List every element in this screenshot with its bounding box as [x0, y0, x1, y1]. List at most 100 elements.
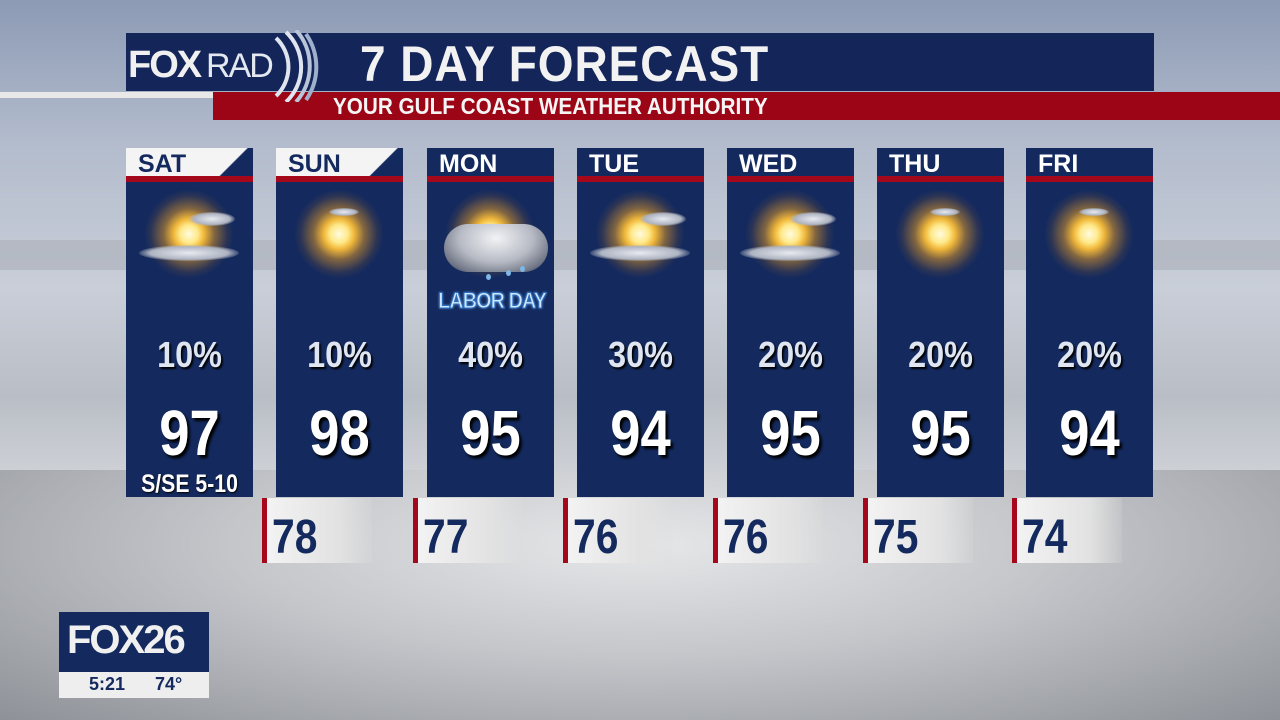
day-column-thu: THU 20% 95: [877, 148, 1004, 497]
divider: [126, 176, 253, 182]
sun-icon: [144, 189, 234, 279]
precip-chance: 20%: [908, 334, 973, 375]
low-temperature: 75: [873, 511, 919, 564]
station-bug: FOX26 5:21 74°: [59, 612, 209, 698]
cloud-icon: [790, 212, 836, 226]
sun-icon: [1044, 189, 1134, 279]
subtitle-bar: [213, 92, 1280, 120]
high-temperature: 95: [910, 397, 971, 469]
day-header: THU: [877, 148, 1004, 178]
divider: [427, 176, 554, 182]
sun-icon: [595, 189, 685, 279]
low-temperature-box: 77: [413, 498, 523, 564]
day-column-fri: FRI 20% 94: [1026, 148, 1153, 497]
low-temperature: 76: [573, 511, 619, 564]
low-temperature: 74: [1022, 511, 1068, 564]
accent-line: [0, 92, 213, 98]
logo-fox-text: FOX: [128, 44, 202, 86]
day-column-wed: WED 20% 95: [727, 148, 854, 497]
day-header: MON: [427, 148, 554, 178]
high-temperature: 97: [159, 397, 220, 469]
low-accent-bar: [713, 498, 718, 563]
precip-chance: 20%: [1057, 334, 1122, 375]
page-title: 7 DAY FORECAST: [360, 36, 770, 92]
day-header: SUN: [276, 148, 403, 178]
cloud-icon: [139, 245, 239, 261]
raindrop-icon: [486, 274, 491, 280]
precip-chance: 10%: [157, 334, 222, 375]
day-column-sun: SUN 10% 98: [276, 148, 403, 497]
day-column-mon: MON LABOR DAY 40% 95: [427, 148, 554, 497]
day-name: SUN: [288, 150, 341, 178]
precip-chance: 30%: [608, 334, 673, 375]
station-name: FOX26: [67, 618, 186, 662]
low-accent-bar: [413, 498, 418, 563]
sun-icon: [745, 189, 835, 279]
high-temperature: 95: [760, 397, 821, 469]
cloud-icon: [590, 245, 690, 261]
day-column-tue: TUE 30% 94: [577, 148, 704, 497]
day-name: WED: [739, 150, 798, 178]
low-temperature: 78: [272, 511, 318, 564]
raindrop-icon: [520, 266, 525, 272]
cloud-icon: [329, 208, 359, 216]
low-temperature-box: 76: [563, 498, 673, 564]
day-header: FRI: [1026, 148, 1153, 178]
logo-rad-text: RAD: [206, 47, 274, 85]
precip-chance: 20%: [758, 334, 823, 375]
divider: [276, 176, 403, 182]
current-temperature: 74°: [155, 674, 183, 694]
holiday-label: LABOR DAY: [438, 288, 548, 314]
precip-chance: 40%: [458, 334, 523, 375]
sun-partly-cloudy-icon: [740, 189, 840, 279]
sun-partly-cloudy-icon: [139, 189, 239, 279]
low-temperature-box: 78: [262, 498, 372, 564]
divider: [727, 176, 854, 182]
cloud-icon: [444, 224, 548, 272]
sun-icon: [294, 189, 384, 279]
low-temperature-box: 75: [863, 498, 973, 564]
low-temperature-box: 74: [1012, 498, 1122, 564]
wind-forecast: S/SE 5-10: [141, 470, 238, 498]
day-name: SAT: [138, 150, 187, 178]
high-temperature: 95: [460, 397, 521, 469]
divider: [1026, 176, 1153, 182]
current-time: 5:21: [89, 674, 126, 694]
sunny-icon: [1039, 189, 1139, 279]
low-accent-bar: [1012, 498, 1017, 563]
precip-chance: 10%: [307, 334, 372, 375]
cloud-icon: [189, 212, 235, 226]
low-temperature: 77: [423, 511, 469, 564]
foxrad-logo: FOX RAD: [126, 30, 326, 102]
radar-waves-icon: [274, 30, 319, 102]
cloud-icon: [740, 245, 840, 261]
day-name: TUE: [589, 150, 639, 178]
cloud-icon: [640, 212, 686, 226]
cloud-icon: [1079, 208, 1109, 216]
day-header: SAT: [126, 148, 253, 178]
day-name: FRI: [1038, 150, 1079, 178]
sunny-icon: [890, 189, 990, 279]
day-column-sat: SAT 10% 97 S/SE 5-10: [126, 148, 253, 498]
cloud-icon: [930, 208, 960, 216]
day-name: THU: [889, 150, 941, 178]
sun-cloud-rain-icon: [440, 189, 548, 280]
high-temperature: 98: [309, 397, 370, 469]
high-temperature: 94: [1059, 397, 1120, 469]
sun-icon: [895, 189, 985, 279]
raindrop-icon: [506, 270, 511, 276]
low-accent-bar: [863, 498, 868, 563]
day-name: MON: [439, 150, 498, 178]
low-temperature: 76: [723, 511, 769, 564]
low-temperature-box: 76: [713, 498, 823, 564]
divider: [577, 176, 704, 182]
sun-partly-cloudy-icon: [590, 189, 690, 279]
divider: [877, 176, 1004, 182]
day-header: WED: [727, 148, 854, 178]
day-header: TUE: [577, 148, 704, 178]
low-accent-bar: [262, 498, 267, 563]
high-temperature: 94: [610, 397, 671, 469]
low-accent-bar: [563, 498, 568, 563]
sunny-icon: [289, 189, 389, 279]
subtitle: YOUR GULF COAST WEATHER AUTHORITY: [333, 93, 768, 119]
